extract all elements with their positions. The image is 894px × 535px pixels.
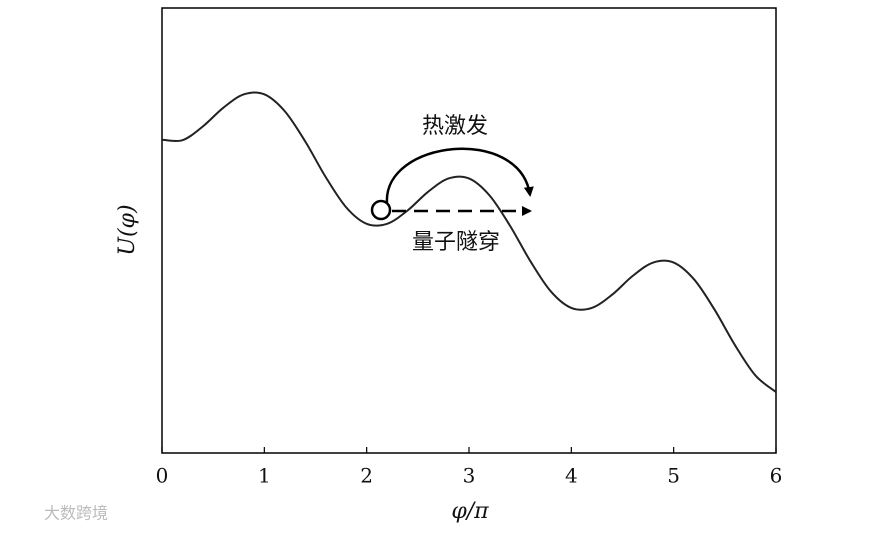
x-tick-label: 6 xyxy=(770,464,783,488)
potential-curve xyxy=(161,91,777,393)
thermal-arrow xyxy=(385,147,534,204)
y-axis-label: U(φ) xyxy=(115,204,140,255)
x-axis-label: φ/π xyxy=(451,499,489,524)
annotation: 热激发 xyxy=(422,114,488,139)
x-tick-label: 5 xyxy=(667,464,680,488)
x-tick-label: 0 xyxy=(156,464,169,488)
x-tick-label: 1 xyxy=(258,464,271,488)
x-tick-label: 2 xyxy=(360,464,373,488)
x-tick-label: 3 xyxy=(463,464,476,488)
annotation: 量子隧穿 xyxy=(412,230,500,255)
particle xyxy=(370,199,392,221)
watermark: 大数跨境 xyxy=(44,504,108,523)
x-tick-label: 4 xyxy=(565,464,578,488)
